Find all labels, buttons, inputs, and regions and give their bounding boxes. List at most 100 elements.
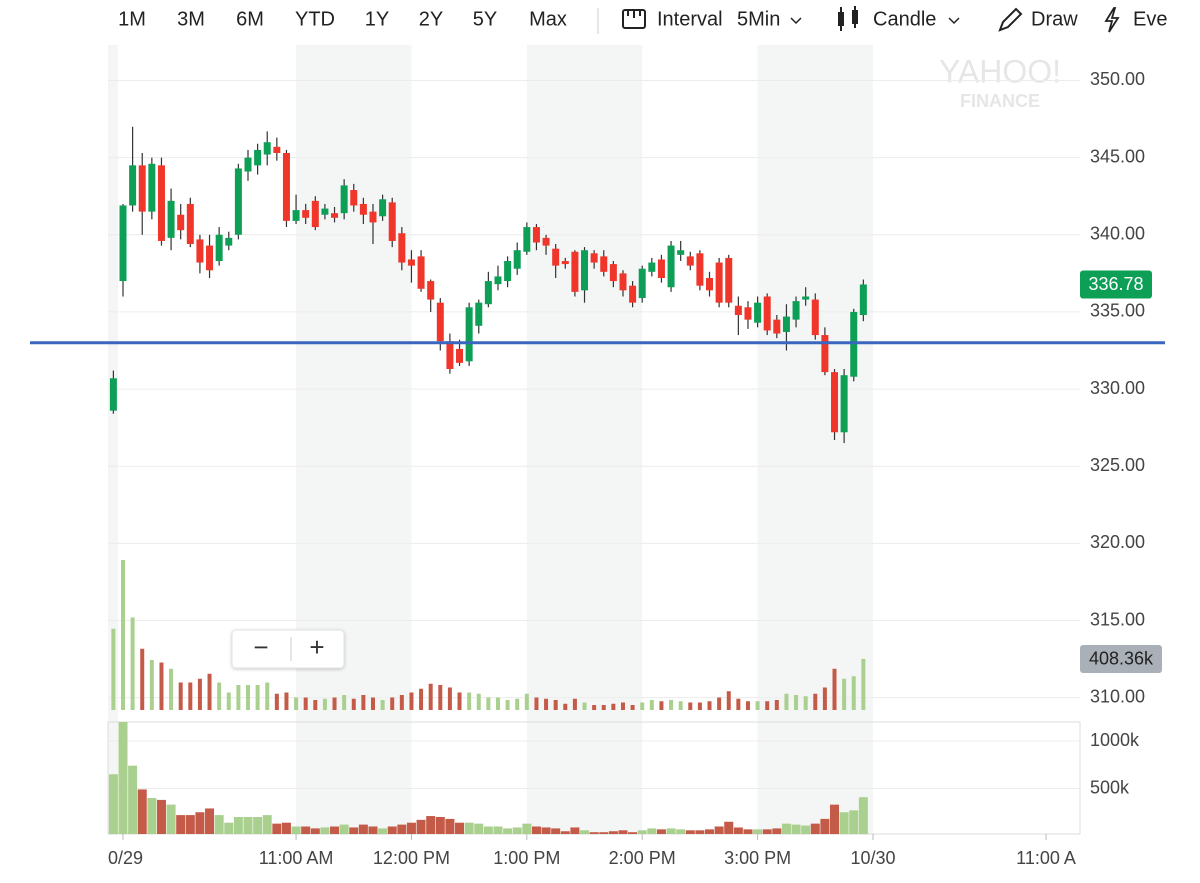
range-button[interactable]: 2Y (419, 8, 443, 30)
volume-overlay-bar (688, 702, 693, 710)
volume-bar (474, 823, 484, 834)
volume-bar (801, 825, 811, 834)
volume-bar (301, 826, 311, 834)
y-tick-label: 340.00 (1090, 224, 1145, 244)
volume-bar (406, 822, 416, 834)
candle-body (407, 259, 415, 266)
y-tick-label: 310.00 (1090, 686, 1145, 706)
range-button[interactable]: 1M (118, 8, 146, 30)
volume-overlay-bar (313, 700, 318, 710)
volume-bar (541, 827, 551, 834)
price-badge (1080, 270, 1152, 299)
candle-body (302, 210, 310, 218)
volume-overlay-bar (149, 660, 154, 710)
volume-overlay-bar (611, 703, 616, 710)
range-button[interactable]: 3M (177, 8, 205, 30)
range-button[interactable]: Max (529, 8, 567, 30)
volume-bar (810, 823, 820, 834)
interval-label[interactable]: Interval (657, 8, 723, 30)
volume-overlay-bar (390, 697, 395, 710)
x-tick-label: 11:00 AM (259, 848, 334, 868)
volume-overlay-bar (130, 617, 135, 710)
range-button[interactable]: YTD (295, 8, 335, 30)
volume-bar (416, 819, 426, 834)
volume-bar (839, 812, 849, 834)
volume-bar (464, 822, 474, 834)
volume-overlay-bar (842, 678, 847, 710)
volume-bar (205, 808, 215, 834)
candle-body (715, 262, 723, 303)
candle-body (552, 248, 560, 266)
range-button[interactable]: 6M (236, 8, 264, 30)
volume-bar (137, 789, 147, 834)
pencil-icon (998, 7, 1023, 32)
volume-bar (820, 818, 830, 834)
volume-overlay-bar (140, 648, 145, 710)
volume-overlay (111, 560, 866, 710)
candle-body (196, 239, 204, 263)
candle-body (244, 157, 252, 172)
volume-bar (224, 822, 234, 834)
volume-overlay-bar (188, 682, 193, 710)
volume-overlay-bar (428, 683, 433, 710)
candle-body (167, 200, 175, 238)
candle-body (446, 341, 454, 370)
interval-value[interactable]: 5Min (737, 8, 780, 30)
candle-body (792, 301, 800, 320)
volume-overlay-bar (707, 701, 712, 710)
chart-style[interactable]: Candle (873, 8, 936, 30)
volume-overlay-bar (592, 705, 597, 710)
zoom-in[interactable]: + (309, 632, 324, 662)
candle-body (706, 277, 714, 291)
volume-overlay-bar (217, 682, 222, 710)
volume-overlay-bar (409, 692, 414, 710)
volume-bar (349, 827, 359, 834)
volume-bar (849, 810, 859, 834)
volume-overlay-bar (121, 560, 125, 710)
candle-body (379, 199, 387, 217)
candle-body (763, 296, 771, 331)
volume-bar (445, 818, 455, 834)
candle-body (350, 190, 358, 206)
volume-overlay-bar (649, 700, 654, 710)
volume-overlay-bar (476, 693, 481, 710)
events-button[interactable]: Eve (1133, 8, 1167, 30)
chevron (790, 17, 802, 25)
candle-body (696, 253, 704, 286)
zoom-out[interactable]: − (253, 632, 268, 662)
x-tick-label: 1:00 PM (493, 848, 560, 868)
volume-overlay-bar (717, 697, 722, 710)
candle-body (831, 372, 839, 433)
candles (109, 126, 867, 444)
volume-bar (358, 824, 368, 834)
volume-overlay-bar (640, 702, 645, 710)
volume-overlay-bar (495, 697, 500, 710)
volume-bar (781, 823, 791, 834)
volume-overlay-bar (178, 682, 183, 710)
volume-bar (387, 826, 397, 834)
volume-overlay-bar (303, 697, 308, 710)
candle-body (725, 257, 733, 303)
volume-bar (493, 826, 503, 834)
volume-overlay-bar (226, 692, 231, 710)
volume-overlay-bar (745, 701, 750, 710)
candle-body (840, 375, 848, 433)
volume-bar (685, 830, 695, 834)
range-button[interactable]: 5Y (473, 8, 497, 30)
candle-body (263, 142, 271, 155)
candle-body (734, 305, 742, 316)
volume-bar (435, 817, 445, 834)
range-button[interactable]: 1Y (365, 8, 389, 30)
candle-body (802, 296, 810, 300)
volume-bar (551, 828, 561, 834)
volume-bar (560, 831, 570, 834)
candle-body (581, 250, 589, 291)
draw-button[interactable]: Draw (1031, 8, 1078, 30)
volume-overlay-bar (515, 698, 520, 710)
volume-overlay-bar (678, 701, 683, 710)
volume-overlay-bar (563, 703, 568, 710)
volume-overlay-bar (572, 698, 577, 710)
watermark: YAHOO! FINANCE (939, 53, 1061, 110)
volume-overlay-bar (370, 697, 375, 710)
volume-bar (503, 828, 513, 834)
